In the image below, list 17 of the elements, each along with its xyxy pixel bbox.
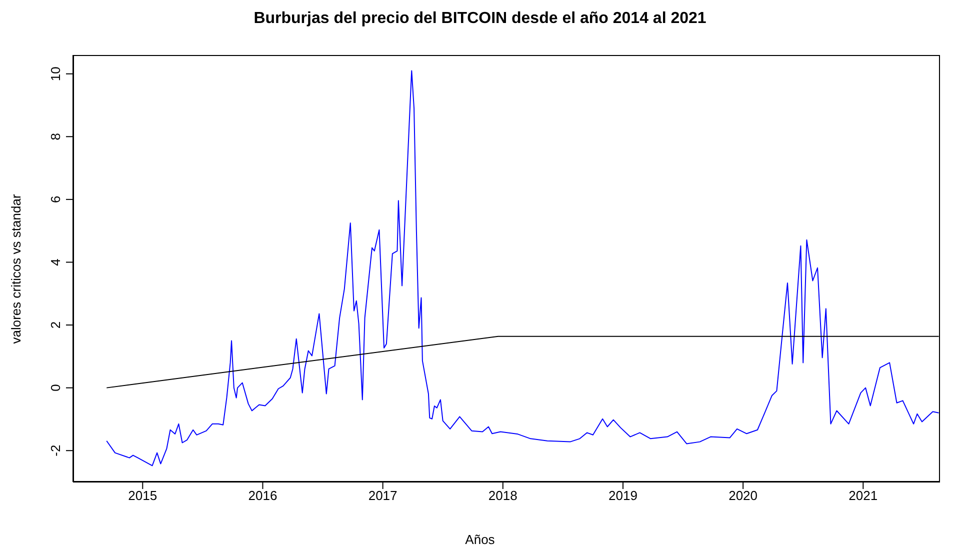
x-tick-label: 2018 — [488, 488, 518, 504]
chart-title: Burburjas del precio del BITCOIN desde el año 2014 al 2021 — [252, 10, 708, 28]
x-tick-label: 2019 — [608, 488, 638, 504]
y-tick-label: 2 — [48, 321, 63, 329]
y-tick-label: 0 — [48, 384, 63, 392]
y-axis-title: valores criticos vs standar — [8, 194, 24, 344]
y-tick-label: 4 — [48, 258, 63, 266]
x-axis-title: Años — [464, 532, 496, 547]
y-tick-label: 10 — [48, 66, 63, 82]
x-tick-label: 2015 — [128, 488, 158, 504]
y-tick-label: -2 — [48, 444, 63, 456]
x-tick-label: 2020 — [728, 488, 758, 504]
x-tick-label: 2017 — [368, 488, 398, 504]
x-tick-label: 2016 — [248, 488, 278, 504]
y-tick-label: 8 — [48, 133, 63, 140]
x-tick-label: 2021 — [848, 488, 878, 504]
y-tick-label: 6 — [48, 196, 63, 204]
